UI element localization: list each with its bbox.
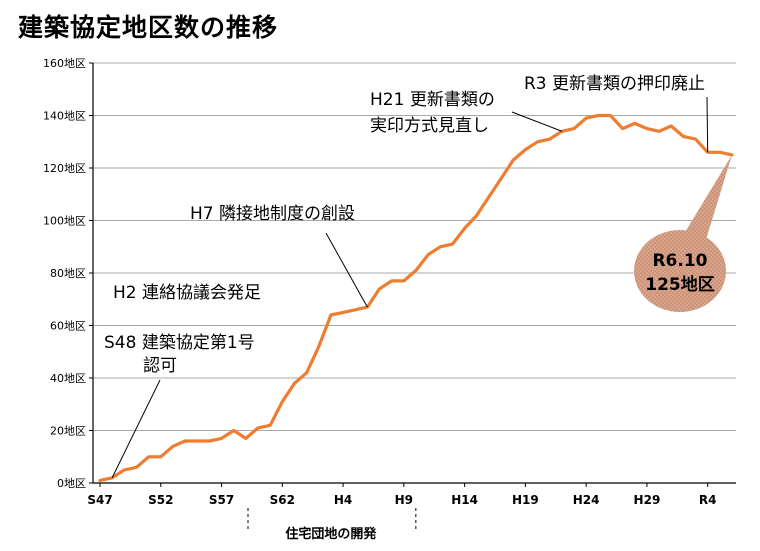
x-tick-labels: S47 S52 S57 S62 H4 H9 H14 H19 H24 H29 R4 bbox=[87, 493, 716, 507]
annotation-h21: H21 更新書類の bbox=[370, 90, 495, 110]
x-tick-label: H19 bbox=[512, 493, 539, 507]
range-label: 住宅団地の開発 bbox=[285, 526, 377, 542]
y-tick-label: 120地区 bbox=[43, 162, 86, 175]
series-line bbox=[98, 113, 734, 482]
x-tick-label: H24 bbox=[573, 493, 600, 507]
series bbox=[98, 113, 734, 482]
y-tick-label: 40地区 bbox=[50, 372, 86, 385]
y-tick-label: 160地区 bbox=[43, 57, 86, 70]
x-tick-label: S47 bbox=[87, 493, 112, 507]
y-tick-label: 100地区 bbox=[43, 215, 86, 228]
leader-h7 bbox=[325, 232, 368, 308]
badge-date: R6.10 bbox=[652, 251, 707, 271]
y-tick-label: 140地区 bbox=[43, 110, 86, 123]
axes bbox=[89, 62, 736, 487]
annotation-s48: S48 建築協定第1号 bbox=[104, 333, 255, 353]
current-badge: R6.10 125地区 bbox=[634, 154, 732, 312]
annotation-r3: R3 更新書類の押印廃止 bbox=[524, 74, 705, 94]
x-tick-label: H14 bbox=[451, 493, 478, 507]
y-tick-label: 60地区 bbox=[50, 320, 86, 333]
leader-h21 bbox=[511, 111, 563, 132]
x-tick-label: R4 bbox=[699, 493, 717, 507]
annotation-h7: H7 隣接地制度の創設 bbox=[190, 204, 355, 224]
x-tick-label: S62 bbox=[270, 493, 295, 507]
badge-bubble bbox=[634, 230, 726, 312]
x-tick-label: H4 bbox=[334, 493, 352, 507]
development-range: 住宅団地の開発 bbox=[247, 508, 417, 542]
y-tick-label: 20地区 bbox=[50, 425, 86, 438]
x-tick-label: H29 bbox=[634, 493, 661, 507]
annotation-s48: 認可 bbox=[143, 356, 177, 376]
y-tick-label: 80地区 bbox=[50, 267, 86, 280]
annotation-h21: 実印方式見直し bbox=[370, 116, 489, 136]
y-tick-label: 0地区 bbox=[57, 477, 86, 490]
badge-count: 125地区 bbox=[645, 274, 715, 295]
x-tick-label: S52 bbox=[148, 493, 173, 507]
x-tick-label: S57 bbox=[209, 493, 234, 507]
leader-s48 bbox=[111, 379, 161, 478]
x-tick-label: H9 bbox=[395, 493, 413, 507]
annotation-h2: H2 連絡協議会発足 bbox=[113, 283, 261, 303]
y-tick-labels: 0地区 20地区 40地区 60地区 80地区 100地区 120地区 140地区 160地区 bbox=[43, 57, 86, 490]
leader-r3 bbox=[706, 96, 709, 153]
page-title: 建築協定地区数の推移 bbox=[18, 13, 279, 42]
